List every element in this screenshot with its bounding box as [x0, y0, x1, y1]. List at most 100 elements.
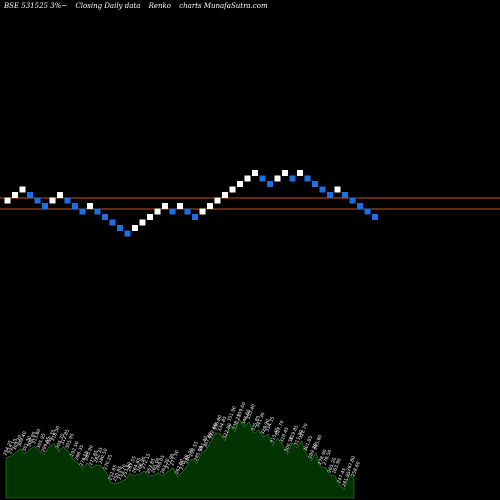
price-label: 263.70: [160, 458, 172, 475]
price-label: 252.65: [107, 464, 119, 481]
symbol-label: BSE 531525 3%~: [4, 2, 68, 10]
price-label: 282.35: [93, 447, 105, 464]
renko-bricks: [4, 170, 378, 237]
renko-brick: [139, 219, 146, 226]
renko-brick: [364, 208, 371, 215]
renko-brick: [304, 175, 311, 182]
price-label: 280.50: [98, 448, 110, 465]
price-label: 270.25: [102, 454, 114, 471]
renko-brick: [327, 192, 333, 198]
renko-brick: [192, 214, 198, 220]
price-label: 315.45: [269, 427, 281, 444]
renko-brick: [297, 170, 303, 176]
price-label: 270.30: [179, 454, 191, 471]
renko-brick: [207, 203, 213, 209]
renko-brick: [184, 208, 191, 215]
price-label: 305.75: [55, 433, 67, 450]
price-label: 285.05: [193, 445, 205, 462]
renko-brick: [259, 175, 266, 182]
price-label: 285.90: [83, 444, 95, 461]
price-label: 257.60: [121, 461, 133, 478]
price-label: 267.55: [126, 455, 138, 472]
price-label: 311.30: [293, 429, 305, 446]
price-label: 341.30: [255, 412, 267, 429]
renko-brick: [342, 192, 348, 198]
price-label: 263.85: [145, 457, 157, 474]
price-labels: 294.25297.15303.20309.40301.30308.95313.…: [2, 401, 362, 488]
renko-brick: [199, 208, 206, 215]
renko-brick: [27, 192, 33, 198]
renko-brick: [42, 203, 48, 209]
price-label: 263.90: [331, 457, 343, 474]
renko-brick: [57, 192, 63, 198]
price-label: 359.00: [236, 401, 248, 418]
renko-brick: [319, 186, 326, 193]
renko-brick: [72, 203, 78, 209]
price-label: 305.95: [36, 433, 48, 450]
price-label: 318.50: [50, 425, 62, 442]
price-label: 300.50: [284, 436, 296, 453]
renko-brick: [289, 175, 296, 182]
renko-brick: [274, 175, 281, 182]
price-label: 299.95: [40, 436, 52, 453]
price-label: 264.85: [131, 457, 143, 474]
price-label: 276.55: [79, 450, 91, 467]
renko-brick: [334, 186, 341, 193]
price-label: 280.70: [183, 447, 195, 464]
renko-brick: [267, 181, 273, 187]
renko-brick: [4, 197, 11, 204]
chart-header: BSE 531525 3%~ Closing Daily data Renko …: [4, 2, 274, 10]
renko-brick: [214, 197, 221, 204]
price-label: 316.45: [279, 426, 291, 443]
renko-brick: [372, 214, 378, 220]
price-label: 303.60: [312, 434, 324, 451]
renko-brick: [87, 203, 93, 209]
renko-brick: [282, 170, 288, 176]
price-label: 277.65: [88, 449, 100, 466]
price-label: 289.20: [307, 442, 319, 459]
renko-brick: [357, 203, 363, 209]
renko-brick: [222, 192, 228, 198]
price-label: 286.35: [74, 444, 86, 461]
renko-brick: [312, 181, 318, 187]
renko-brick: [169, 208, 176, 215]
renko-brick: [34, 197, 41, 204]
brick-type-label: Renko: [148, 2, 172, 10]
price-label: 277.50: [169, 449, 181, 466]
price-label: 322.90: [222, 422, 234, 439]
price-label: 297.15: [7, 438, 19, 455]
renko-brick: [19, 186, 26, 193]
price-label: 327.70: [274, 420, 286, 437]
price-label: 265.20: [326, 457, 338, 474]
price-label: 336.80: [212, 414, 224, 431]
price-label: 346.65: [241, 408, 253, 425]
price-label: 278.50: [322, 449, 334, 466]
price-label: 322.70: [298, 423, 310, 440]
renko-brick: [94, 208, 101, 215]
renko-brick: [12, 192, 18, 198]
volume-panel: [5, 418, 355, 499]
price-label: 250.85: [112, 465, 124, 482]
price-label: 322.60: [207, 423, 219, 440]
price-label: 312.35: [45, 429, 57, 446]
price-label: 292.55: [188, 440, 200, 457]
price-label: 305.95: [64, 433, 76, 450]
price-label: 351.90: [226, 405, 238, 422]
price-label: 292.50: [69, 440, 81, 457]
price-label: 266.90: [136, 456, 148, 473]
price-label: 241.95: [341, 470, 353, 487]
renko-brick: [237, 181, 243, 187]
renko-brick: [117, 225, 123, 231]
price-label: 355.40: [245, 403, 257, 420]
renko-brick: [177, 203, 183, 209]
price-label: 272.15: [141, 453, 153, 470]
renko-brick: [229, 186, 236, 193]
renko-brick: [349, 197, 356, 204]
price-label: 334.35: [264, 416, 276, 433]
price-label: 312.85: [59, 428, 71, 445]
site-label: charts MunafaSutra.com: [179, 2, 268, 10]
price-label: 308.95: [26, 431, 38, 448]
renko-brick: [64, 197, 71, 204]
